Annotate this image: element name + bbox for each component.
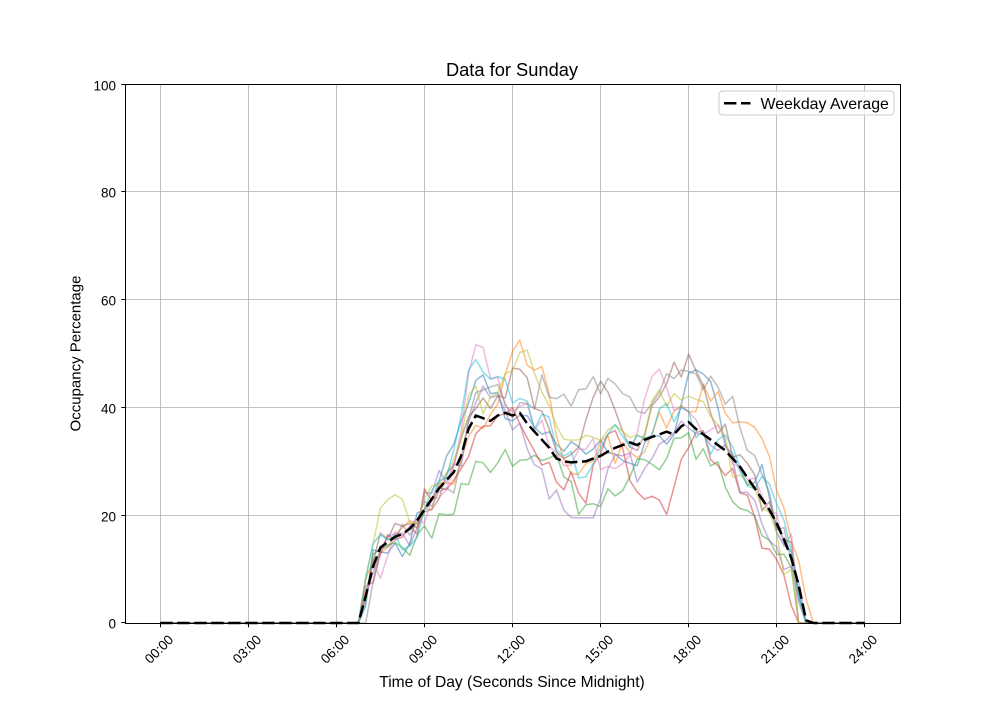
- svg-text:Occupancy Percentage: Occupancy Percentage: [67, 276, 84, 432]
- svg-text:Data for Sunday: Data for Sunday: [446, 59, 579, 80]
- svg-text:Weekday Average: Weekday Average: [761, 96, 890, 113]
- svg-text:100: 100: [93, 78, 116, 93]
- svg-text:20: 20: [101, 509, 116, 524]
- svg-text:80: 80: [101, 185, 116, 200]
- svg-text:0: 0: [108, 616, 116, 631]
- svg-text:40: 40: [101, 401, 116, 416]
- svg-text:60: 60: [101, 293, 116, 308]
- svg-text:Time of Day (Seconds Since Mid: Time of Day (Seconds Since Midnight): [379, 674, 645, 691]
